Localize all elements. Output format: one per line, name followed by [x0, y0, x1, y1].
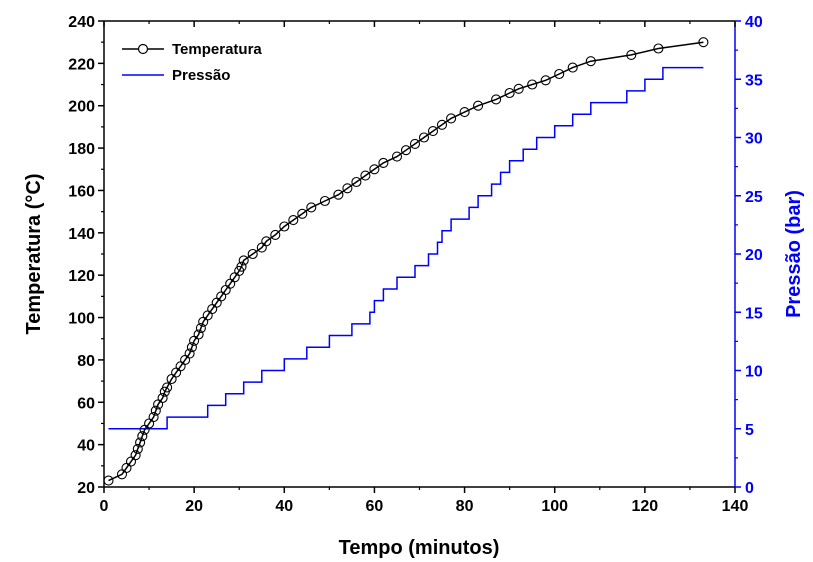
y-tick-label: 240	[68, 14, 95, 31]
temperature-point	[132, 443, 143, 454]
y-tick-label: 220	[68, 56, 95, 73]
temperature-point	[288, 215, 299, 226]
y-tick-label: 160	[68, 183, 95, 200]
temperature-point	[409, 138, 421, 149]
temperature-point	[369, 164, 380, 175]
x-tick-label: 40	[275, 498, 293, 515]
temperature-point	[378, 157, 389, 168]
y-tick-label: 40	[77, 438, 95, 455]
temperature-point	[319, 195, 330, 207]
temperature-line	[108, 41, 704, 482]
temperature-point	[261, 236, 272, 247]
pressure-line	[108, 66, 704, 430]
axes	[98, 20, 741, 493]
temperature-point	[504, 87, 515, 99]
temperature-point	[157, 392, 168, 404]
temperature-point	[306, 202, 317, 213]
temperature-point	[135, 437, 146, 448]
temperature-point	[459, 107, 470, 118]
y2-tick-label: 25	[745, 189, 763, 206]
temperature-point	[333, 189, 344, 200]
temperature-point	[698, 37, 709, 48]
temperature-point	[653, 43, 664, 54]
temperature-point	[150, 405, 161, 416]
y2-tick-label: 30	[745, 131, 763, 148]
temperature-point	[270, 229, 281, 240]
temperature-point	[279, 221, 290, 232]
pressure-series	[108, 66, 704, 430]
y2-tick-label: 5	[745, 422, 754, 439]
temperature-point	[446, 113, 457, 124]
y2-tick-label: 35	[745, 72, 763, 89]
x-tick-label: 140	[722, 498, 749, 515]
y-axis-title: Temperatura (°C)	[23, 174, 45, 335]
temperature-point	[418, 132, 430, 143]
temperature-point	[513, 83, 524, 94]
temperature-point	[193, 329, 204, 340]
temperature-point	[186, 342, 197, 353]
temperature-point	[391, 151, 403, 162]
temperature-point	[527, 79, 538, 90]
temperature-point	[351, 176, 362, 188]
y-tick-label: 100	[68, 311, 95, 328]
temperature-point	[585, 56, 596, 67]
temperature-series	[103, 37, 709, 486]
temperature-point	[427, 126, 439, 137]
x-tick-label: 100	[541, 498, 568, 515]
temperature-point	[400, 145, 412, 156]
temperature-point	[130, 450, 141, 461]
y-tick-label: 60	[77, 395, 95, 412]
temperature-point	[626, 49, 637, 60]
temperature-point	[567, 62, 578, 73]
legend-temperature-marker	[137, 43, 149, 55]
x-tick-label: 0	[100, 498, 109, 515]
temperature-point	[148, 412, 159, 423]
x-tick-label: 60	[366, 498, 384, 515]
temperature-point	[162, 382, 173, 393]
temperature-point	[554, 68, 565, 80]
y-tick-label: 80	[77, 353, 95, 370]
y-tick-label: 200	[68, 99, 95, 116]
temperature-point	[540, 75, 551, 86]
y2-tick-label: 20	[745, 247, 763, 264]
x-tick-label: 120	[632, 498, 659, 515]
x-tick-label: 80	[456, 498, 474, 515]
y-tick-label: 180	[68, 141, 95, 158]
temperature-point	[436, 119, 448, 130]
temperature-point	[491, 94, 502, 105]
legend: Temperatura Pressão	[122, 41, 262, 84]
y2-tick-label: 10	[745, 364, 763, 381]
temperature-point	[247, 248, 258, 260]
y2-tick-label: 40	[745, 14, 763, 31]
y-tick-label: 20	[77, 480, 95, 497]
y2-tick-label: 15	[745, 305, 763, 322]
temperature-point	[238, 255, 249, 266]
y-tick-label: 120	[68, 268, 95, 285]
y-tick-label: 140	[68, 226, 95, 243]
temperature-point	[297, 208, 308, 219]
temperature-point	[360, 170, 371, 181]
legend-pressure-label: Pressão	[172, 67, 230, 84]
temperature-point	[195, 323, 206, 334]
temperature-point	[137, 431, 148, 442]
temperature-point	[473, 100, 484, 111]
x-tick-label: 20	[185, 498, 203, 515]
temperature-point	[342, 183, 353, 194]
x-axis-title: Tempo (minutos)	[339, 537, 500, 559]
temperature-point	[236, 261, 247, 272]
legend-temperature-label: Temperatura	[172, 41, 262, 58]
temperature-point	[184, 348, 195, 359]
tick-labels: 0 20 40 60 80 100 120 1402040608010012014016018…	[68, 14, 763, 515]
y2-axis-title: Pressão (bar)	[783, 190, 805, 318]
y2-tick-label: 0	[745, 480, 754, 497]
